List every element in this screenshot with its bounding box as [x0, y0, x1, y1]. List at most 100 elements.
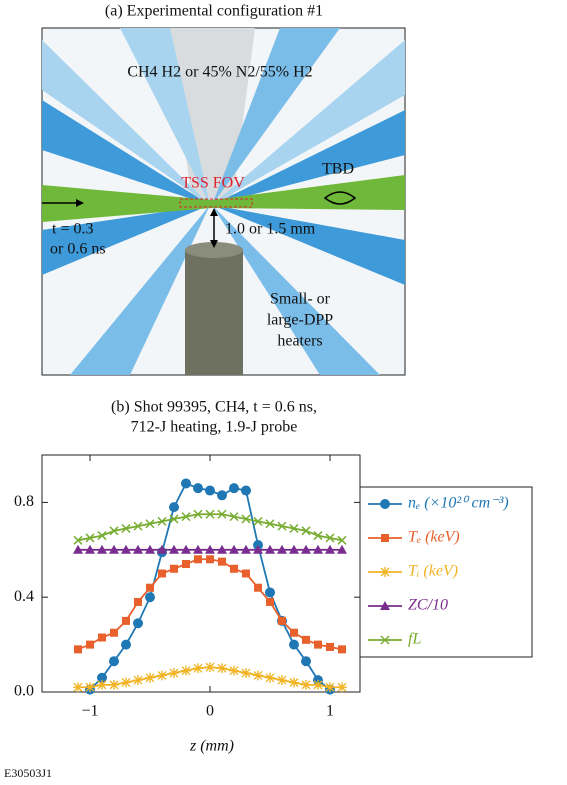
legend-label: fL — [408, 631, 421, 648]
point — [289, 677, 299, 688]
y-tick-label: 0.8 — [14, 493, 34, 510]
point — [97, 544, 107, 554]
point — [277, 544, 287, 554]
point — [85, 533, 95, 543]
point — [241, 544, 251, 554]
point — [254, 583, 262, 592]
point — [145, 592, 155, 603]
point — [121, 523, 131, 534]
legend-marker — [381, 534, 389, 542]
panel-a-title: (a) Experimental configuration #1 — [105, 3, 323, 20]
point — [241, 668, 251, 679]
beam — [120, 28, 210, 205]
beam — [42, 100, 210, 205]
point — [181, 665, 191, 676]
legend-label: ZC/10 — [408, 597, 448, 614]
point — [86, 640, 94, 649]
beam — [212, 40, 405, 205]
point — [205, 662, 215, 673]
point — [337, 535, 347, 545]
point — [193, 483, 203, 494]
point — [181, 512, 191, 522]
arrow-head — [210, 240, 218, 248]
point — [241, 485, 251, 496]
heater-label: heaters — [277, 333, 322, 350]
point — [97, 672, 107, 683]
point — [121, 544, 131, 554]
point — [98, 633, 106, 642]
point — [253, 670, 263, 681]
point — [133, 618, 143, 629]
point — [217, 663, 227, 674]
distance-label: 1.0 or 1.5 mm — [225, 221, 316, 238]
point — [326, 642, 334, 651]
point — [290, 628, 298, 637]
point — [278, 616, 286, 625]
point — [313, 531, 323, 541]
point — [97, 679, 107, 690]
detector-label: TBD — [322, 161, 354, 178]
point — [229, 544, 239, 554]
point — [109, 679, 119, 690]
point — [217, 490, 227, 501]
point — [325, 544, 335, 554]
footer: E30503J1 — [4, 766, 52, 780]
arrow-head — [210, 208, 218, 216]
point — [266, 597, 274, 606]
point — [194, 555, 202, 564]
point — [181, 478, 191, 489]
y-tick-label: 0.0 — [14, 683, 34, 700]
fov-box — [179, 198, 253, 208]
chart-title: (b) Shot 99395, CH4, t = 0.6 ns, — [111, 399, 317, 416]
point — [205, 485, 215, 496]
point — [301, 526, 311, 536]
nozzle — [185, 250, 243, 375]
point — [109, 544, 119, 554]
probe-time-label: or 0.6 ns — [50, 241, 106, 258]
point — [218, 557, 226, 566]
beam — [42, 205, 210, 275]
beam — [70, 205, 210, 375]
point — [133, 544, 143, 554]
point — [133, 675, 143, 686]
point — [325, 682, 335, 693]
point — [277, 521, 287, 531]
point — [157, 670, 167, 681]
point — [182, 560, 190, 569]
point — [193, 544, 203, 554]
point — [230, 564, 238, 573]
point — [205, 509, 215, 519]
point — [302, 635, 310, 644]
point — [206, 555, 214, 564]
beam — [212, 205, 405, 285]
point — [157, 516, 167, 526]
legend-marker — [380, 567, 390, 577]
diagram-art — [41, 27, 406, 376]
point — [73, 535, 83, 545]
point — [169, 514, 179, 524]
legend-label: nₑ (×10²⁰ cm⁻³) — [408, 495, 509, 512]
point — [265, 672, 275, 683]
point — [217, 509, 227, 519]
beam — [42, 40, 210, 205]
point — [145, 544, 155, 554]
y-tick-label: 0.4 — [14, 588, 34, 605]
point — [205, 544, 215, 554]
point — [109, 656, 119, 667]
point — [73, 544, 83, 554]
heater-label: Small- or — [270, 291, 331, 308]
point — [85, 682, 95, 693]
point — [313, 544, 323, 554]
point — [169, 544, 179, 554]
point — [157, 544, 167, 554]
x-tick-label: 1 — [326, 703, 334, 720]
point — [121, 639, 131, 650]
point — [229, 665, 239, 676]
point — [74, 645, 82, 654]
point — [134, 597, 142, 606]
beam — [212, 110, 405, 205]
point — [253, 544, 263, 554]
point — [337, 682, 347, 693]
point — [289, 523, 299, 534]
point — [133, 521, 143, 531]
